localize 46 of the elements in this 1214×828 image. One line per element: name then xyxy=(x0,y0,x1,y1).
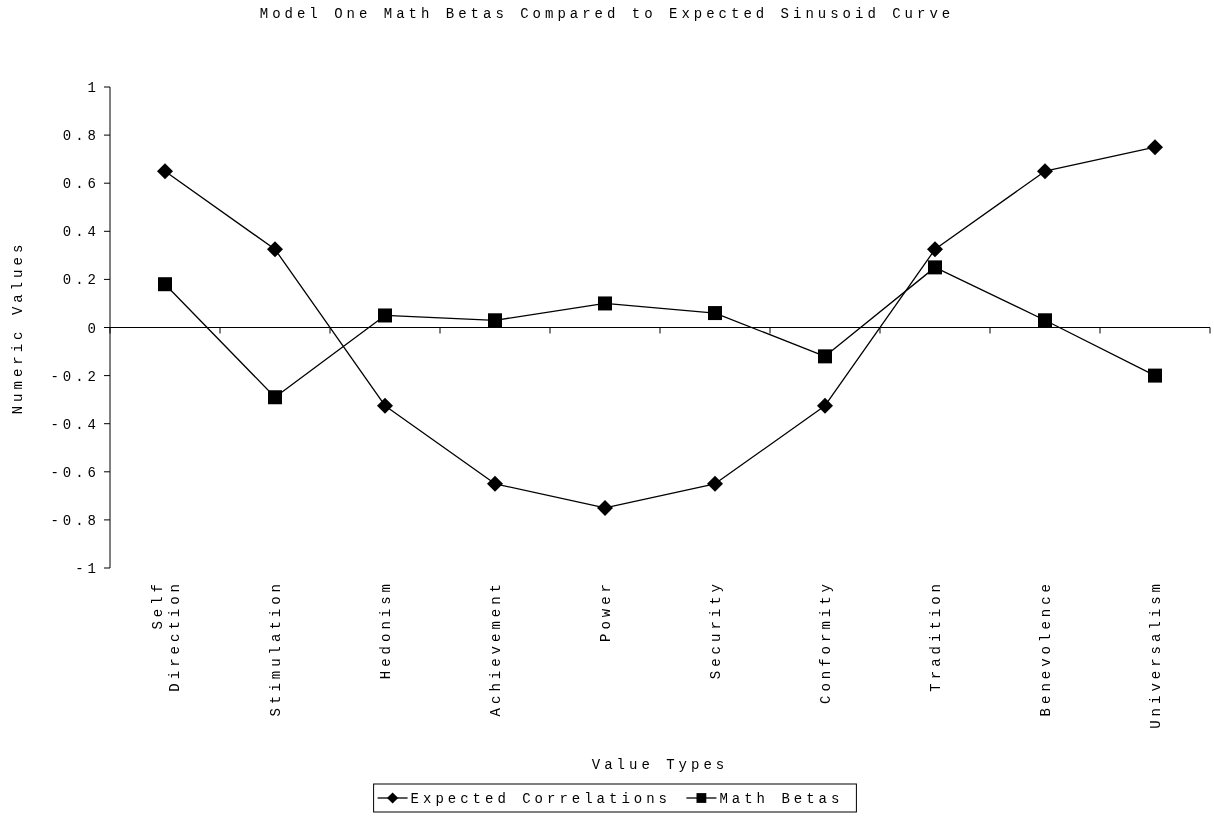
x-tick-label: Conformity xyxy=(818,580,834,705)
y-tick-label: 1 xyxy=(87,80,100,96)
x-tick-label: Tradition xyxy=(928,580,944,692)
x-tick-label: Universalism xyxy=(1148,580,1164,729)
point xyxy=(1037,163,1053,180)
legend-label: Expected Correlations xyxy=(410,791,672,807)
x-tick-label: Power xyxy=(598,580,614,643)
point xyxy=(817,397,833,414)
x-tick-label: Hedonism xyxy=(378,580,394,680)
point xyxy=(928,260,942,275)
point xyxy=(1147,139,1163,156)
point xyxy=(158,277,172,292)
point xyxy=(157,163,173,180)
x-tick-label: Benevolence xyxy=(1038,580,1054,717)
y-axis-title: Numeric Values xyxy=(10,240,26,415)
point xyxy=(597,499,613,516)
x-axis-title: Value Types xyxy=(591,757,729,773)
y-tick-label: 0.8 xyxy=(62,128,100,145)
point xyxy=(487,475,503,492)
point xyxy=(378,308,392,323)
x-tick-label: Achievement xyxy=(488,580,504,717)
x-tick-label: Stimulation xyxy=(268,580,284,717)
point xyxy=(598,296,612,311)
point xyxy=(707,475,723,492)
y-tick-label: 0.4 xyxy=(62,224,100,241)
y-tick-label: -0.8 xyxy=(50,512,100,529)
y-tick-label: 0.2 xyxy=(62,272,100,289)
y-tick-label: -0.6 xyxy=(50,464,100,481)
point xyxy=(377,397,393,414)
point xyxy=(267,241,283,258)
point xyxy=(1038,313,1052,328)
point xyxy=(927,241,943,258)
point xyxy=(488,313,502,328)
point xyxy=(708,306,722,321)
y-tick-label: 0.6 xyxy=(62,176,100,193)
point xyxy=(1148,368,1162,383)
y-tick-label: -0.2 xyxy=(50,368,100,385)
point xyxy=(268,390,282,405)
point xyxy=(818,349,832,364)
x-tick-label: Self Direction xyxy=(149,580,183,692)
chart-title: Model One Math Betas Compared to Expected Sinusoid Curve xyxy=(259,6,955,22)
x-tick-label: Security xyxy=(708,580,724,680)
legend-label: Math Betas xyxy=(719,791,844,807)
y-tick-label: -1 xyxy=(75,561,100,577)
y-tick-label: -0.4 xyxy=(50,416,100,433)
y-tick-label: 0 xyxy=(87,320,100,337)
